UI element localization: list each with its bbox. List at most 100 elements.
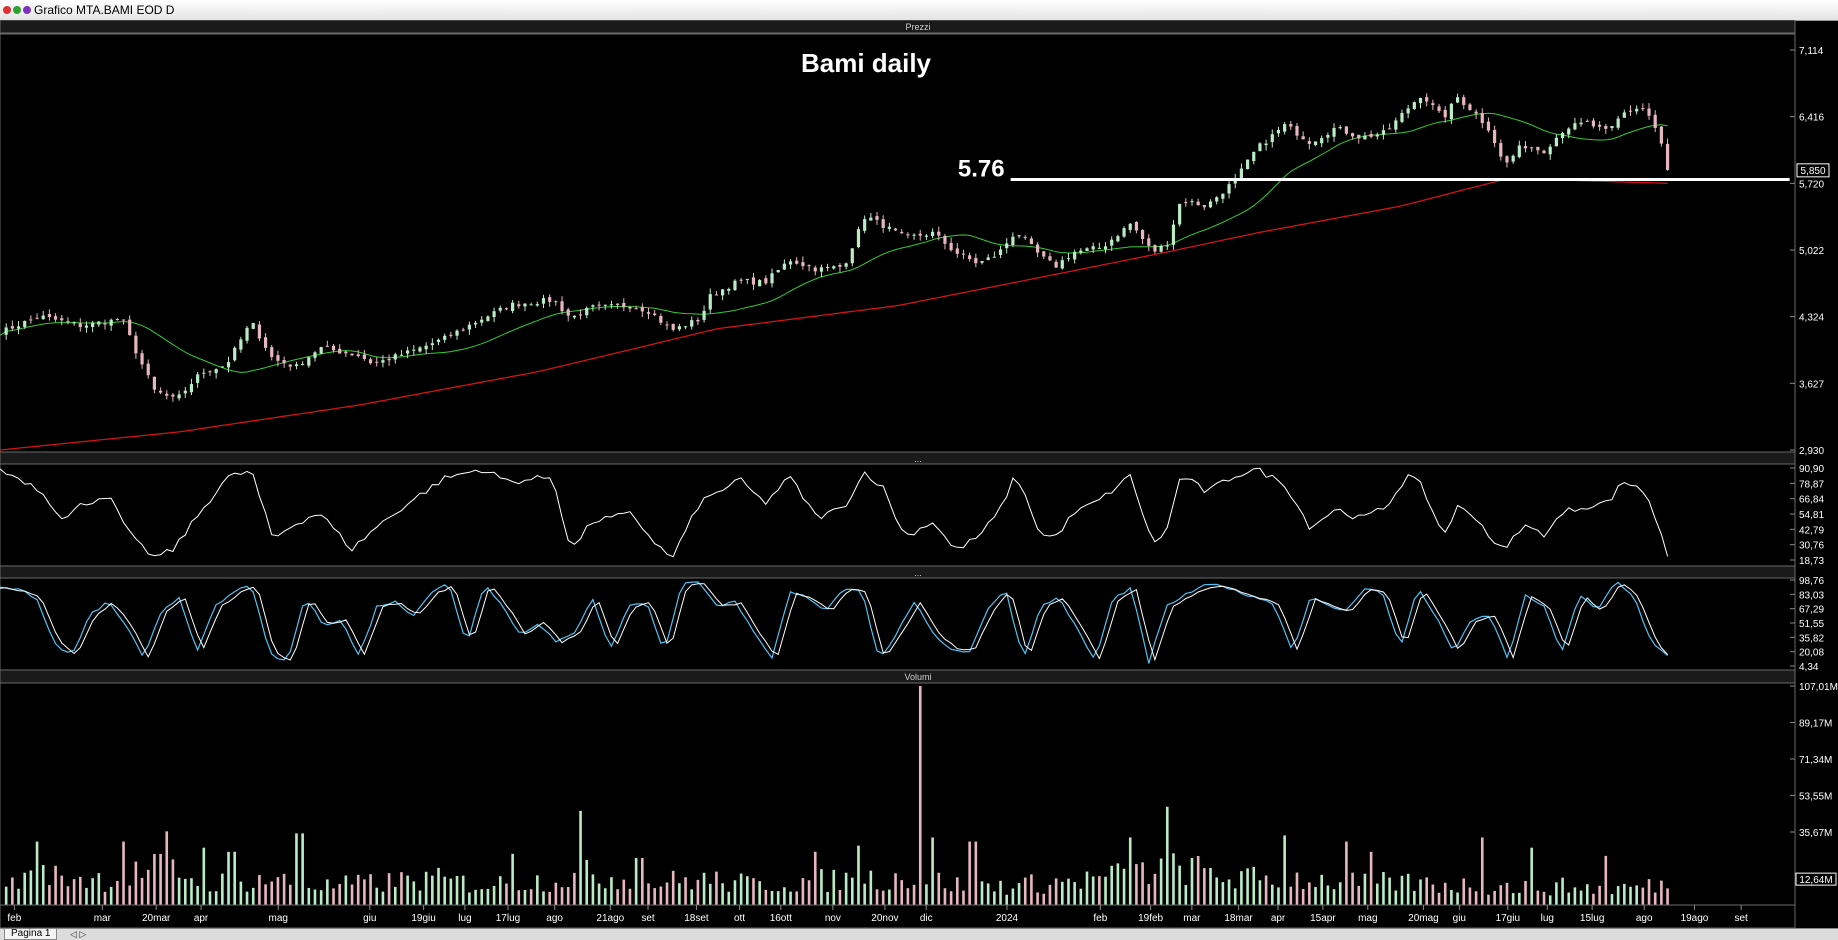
volume-panel[interactable] xyxy=(0,682,1796,906)
candle-body xyxy=(301,364,305,366)
candle-body xyxy=(226,362,231,368)
chart-title: Bami daily xyxy=(801,48,932,78)
volume-bar xyxy=(1406,873,1410,905)
candle-body xyxy=(1653,114,1657,129)
candle-body xyxy=(1468,104,1472,111)
page-nav-control[interactable]: ◁ ▷ xyxy=(70,929,87,939)
candle-body xyxy=(616,303,620,305)
candle-body xyxy=(393,354,397,360)
volume-bar xyxy=(1320,874,1323,905)
candle-body xyxy=(1215,197,1219,202)
candle-body xyxy=(443,335,447,340)
volume-bar xyxy=(937,872,941,905)
volume-last-label: 12,64M xyxy=(1799,875,1832,886)
volume-bar xyxy=(23,872,27,905)
candle-body xyxy=(1017,235,1021,237)
candle-body xyxy=(541,298,546,304)
x-axis-tick-label: dic xyxy=(920,913,933,924)
candle-body xyxy=(893,228,898,231)
maximize-icon[interactable] xyxy=(13,6,21,14)
oscillator-panel[interactable] xyxy=(0,463,1796,567)
volume-bar xyxy=(60,875,64,905)
candle-body xyxy=(585,307,589,316)
volume-bar xyxy=(1450,889,1453,905)
volume-bar xyxy=(288,884,292,905)
menu-arrow-icon[interactable] xyxy=(23,6,31,14)
volume-bar xyxy=(468,892,471,905)
volume-bar xyxy=(1524,880,1527,905)
candle-body xyxy=(121,319,126,321)
volume-bar xyxy=(72,879,76,905)
stock-chart[interactable]: Prezzi 7,114 6,416 5,720 5,022 4,324 3,627 2,9… xyxy=(0,20,1838,928)
volume-bar xyxy=(461,875,465,905)
volume-bar xyxy=(1301,889,1305,905)
x-axis-tick-label: mar xyxy=(1183,913,1201,924)
candle-body xyxy=(1165,245,1169,247)
candle-body xyxy=(220,366,224,368)
candle-body xyxy=(863,219,867,231)
candle-body xyxy=(1184,202,1188,204)
candle-body xyxy=(338,348,342,354)
candle-body xyxy=(1313,141,1318,146)
candle-body xyxy=(1202,205,1206,208)
volume-bar xyxy=(122,841,125,905)
candle-body xyxy=(1357,134,1361,139)
volume-bar xyxy=(813,851,817,905)
volume-bar xyxy=(1314,887,1317,905)
candle-body xyxy=(1375,134,1379,137)
oscillator-collapse-handle[interactable]: ... xyxy=(914,454,922,464)
candle-body xyxy=(517,304,521,307)
page-tab[interactable]: Pagina 1 xyxy=(4,929,58,940)
volume-bar xyxy=(690,889,694,905)
volume-bar xyxy=(888,889,891,905)
volume-bar xyxy=(764,889,768,905)
candle-body xyxy=(1394,120,1398,130)
candle-body xyxy=(325,345,329,347)
close-icon[interactable] xyxy=(3,6,11,14)
candle-body xyxy=(844,263,848,267)
candle-body xyxy=(276,355,280,361)
volume-bar xyxy=(863,883,866,905)
volume-bar xyxy=(1122,868,1126,905)
volume-bar xyxy=(1437,892,1441,905)
candle-body xyxy=(1245,159,1250,170)
x-axis-tick-label: apr xyxy=(1271,913,1286,924)
volume-axis-tick-label: 89,17M xyxy=(1799,719,1832,730)
volume-bar xyxy=(301,833,304,905)
volume-bar xyxy=(1629,886,1632,905)
x-axis xyxy=(0,904,1796,928)
volume-bar xyxy=(498,876,502,905)
candle-body xyxy=(826,267,830,269)
stochastic-panel[interactable] xyxy=(0,577,1796,671)
volume-bar xyxy=(875,889,879,905)
volume-bar xyxy=(542,891,545,905)
x-axis-tick-label: mar xyxy=(94,913,112,924)
candle-body xyxy=(1598,124,1602,127)
price-panel[interactable] xyxy=(0,33,1796,453)
volume-last-marker xyxy=(1795,872,1837,886)
candle-body xyxy=(1400,113,1404,122)
candle-body xyxy=(1505,156,1509,163)
candle-body xyxy=(887,226,891,229)
volume-axis-tick-label: 35,67M xyxy=(1799,828,1832,839)
window-controls[interactable] xyxy=(3,6,33,24)
candle-body xyxy=(430,343,434,346)
stochastic-panel-header xyxy=(0,565,1796,579)
volume-bar xyxy=(1079,888,1083,905)
candle-body xyxy=(498,307,502,311)
candle-body xyxy=(1091,246,1095,250)
volume-bar xyxy=(1141,862,1144,905)
stochastic-collapse-handle[interactable]: ... xyxy=(914,568,922,578)
volume-bar xyxy=(171,859,175,905)
candle-body xyxy=(196,374,200,383)
price-axis-tick-label: 5,022 xyxy=(1799,246,1824,257)
candle-body xyxy=(1635,108,1639,112)
candle-body xyxy=(177,394,181,399)
candle-body xyxy=(1560,133,1565,139)
volume-bar xyxy=(597,883,601,905)
candle-body xyxy=(165,393,169,396)
volume-bar xyxy=(1561,877,1564,905)
candle-body xyxy=(424,345,428,350)
candle-body xyxy=(109,319,113,326)
candle-body xyxy=(1542,150,1546,154)
